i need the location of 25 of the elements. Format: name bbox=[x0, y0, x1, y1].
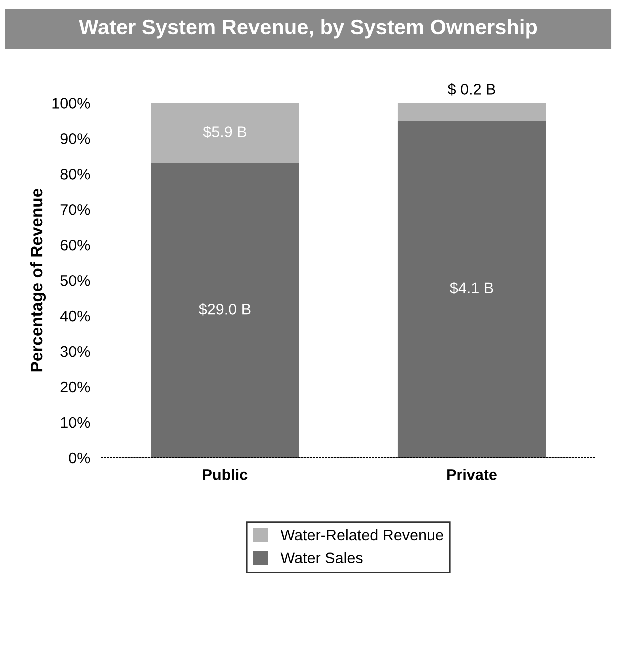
annotation: $4.1 B bbox=[450, 282, 494, 294]
y-tick-label: 50% bbox=[60, 275, 90, 286]
bar bbox=[151, 164, 300, 458]
chart-title: Water System Revenue, by System Ownership bbox=[79, 19, 538, 39]
annotation: $5.9 B bbox=[203, 126, 246, 138]
legend-label: Water-Related Revenue bbox=[280, 529, 444, 541]
y-tick-label: 40% bbox=[60, 310, 90, 322]
y-tick-label: 10% bbox=[61, 417, 90, 428]
y-tick-label: 30% bbox=[60, 346, 90, 358]
text: $ 0.2 B bbox=[448, 83, 496, 96]
y-tick-label: 90% bbox=[60, 134, 90, 144]
x-tick-label: Private bbox=[448, 469, 497, 480]
y-tick-label: 100% bbox=[52, 98, 90, 109]
y-tick-label: 0% bbox=[69, 452, 90, 464]
bar bbox=[398, 120, 546, 458]
y-tick-label: 80% bbox=[60, 169, 90, 180]
y-tick-label: 20% bbox=[60, 382, 90, 393]
bar bbox=[151, 103, 300, 164]
x-tick-label: Public bbox=[203, 469, 248, 480]
legend-label: Water Sales bbox=[280, 552, 363, 564]
y-tick-label: 70% bbox=[60, 204, 90, 216]
y-tick-label: 60% bbox=[60, 240, 90, 251]
y-axis-title: Percentage of Revenue bbox=[30, 188, 46, 372]
bar bbox=[398, 103, 546, 121]
annotation: $29.0 B bbox=[199, 303, 251, 316]
